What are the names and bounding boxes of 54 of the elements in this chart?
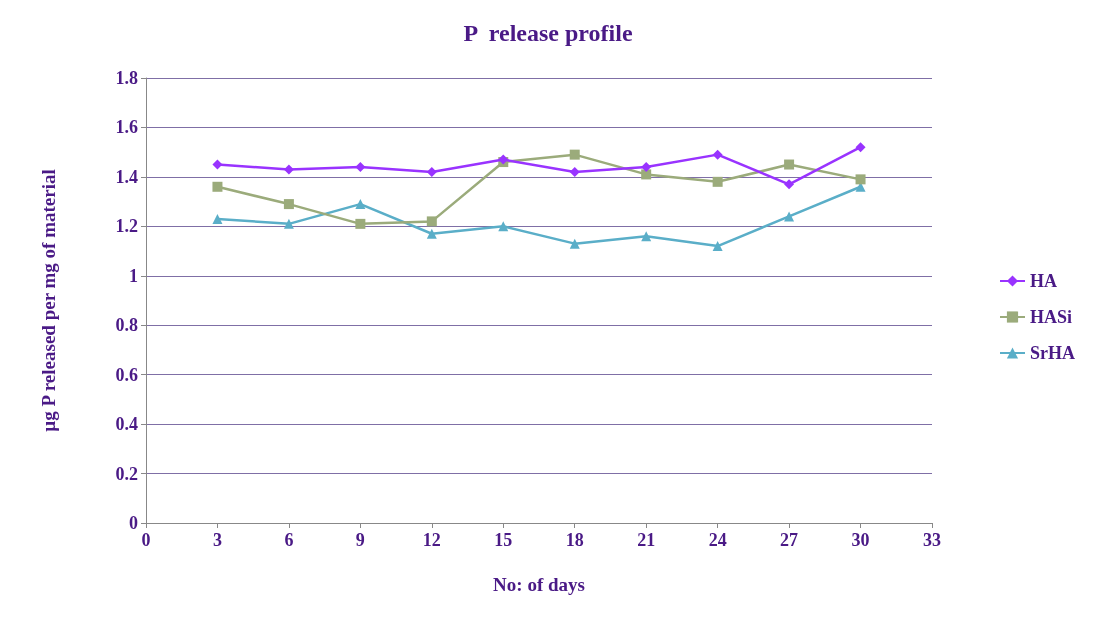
x-tick-label: 15 — [494, 530, 513, 550]
y-tick-label: 0.4 — [115, 414, 138, 435]
y-tick-label: 1.4 — [115, 166, 138, 187]
point — [426, 228, 437, 239]
point — [641, 231, 652, 242]
x-tick-label: 9 — [355, 530, 365, 550]
x-tick-label: 6 — [284, 530, 294, 550]
point — [355, 162, 366, 172]
point — [498, 221, 509, 232]
point — [712, 176, 723, 187]
x-tick-label: 3 — [212, 530, 222, 550]
point — [283, 218, 294, 229]
y-tick-label: 1.2 — [115, 216, 138, 237]
point — [212, 159, 223, 170]
y-tick-label: 1 — [129, 265, 138, 286]
x-tick-label: 27 — [780, 530, 799, 550]
y-tick-label: 1.8 — [115, 68, 138, 88]
point — [212, 181, 223, 192]
y-tick-label: 0 — [129, 513, 138, 533]
point — [712, 149, 723, 160]
chart-title: P release profile — [463, 20, 633, 46]
x-tick-label: 33 — [923, 530, 941, 550]
legend-label: HA — [1030, 271, 1057, 291]
point — [212, 213, 223, 224]
point — [784, 159, 795, 170]
point — [784, 211, 795, 222]
point — [641, 162, 652, 172]
x-tick-label: 21 — [637, 530, 656, 550]
point — [426, 216, 437, 227]
y-tick-label: 1.6 — [115, 117, 138, 138]
point — [283, 164, 294, 175]
y-tick-label: 0.8 — [115, 315, 138, 336]
point — [569, 149, 580, 160]
point — [426, 166, 437, 177]
point — [355, 218, 366, 229]
legend-label: HASi — [1030, 307, 1073, 327]
point — [712, 241, 723, 252]
y-tick-label: 0.2 — [115, 463, 138, 484]
y-axis-title: µg P released per mg of material — [38, 169, 59, 432]
point — [855, 174, 866, 185]
y-tick-label: 0.6 — [115, 364, 138, 385]
x-axis-title: No: of days — [493, 574, 585, 595]
point — [641, 169, 652, 180]
x-tick-label: 24 — [708, 530, 727, 550]
x-tick-label: 18 — [565, 530, 584, 550]
point — [283, 199, 294, 210]
x-tick-label: 12 — [422, 530, 441, 550]
point — [355, 199, 366, 210]
x-tick-label: 30 — [851, 530, 870, 550]
legend-label: SrHA — [1030, 343, 1075, 363]
point — [569, 238, 580, 249]
point — [855, 142, 866, 153]
point — [569, 166, 580, 177]
point — [784, 179, 795, 190]
